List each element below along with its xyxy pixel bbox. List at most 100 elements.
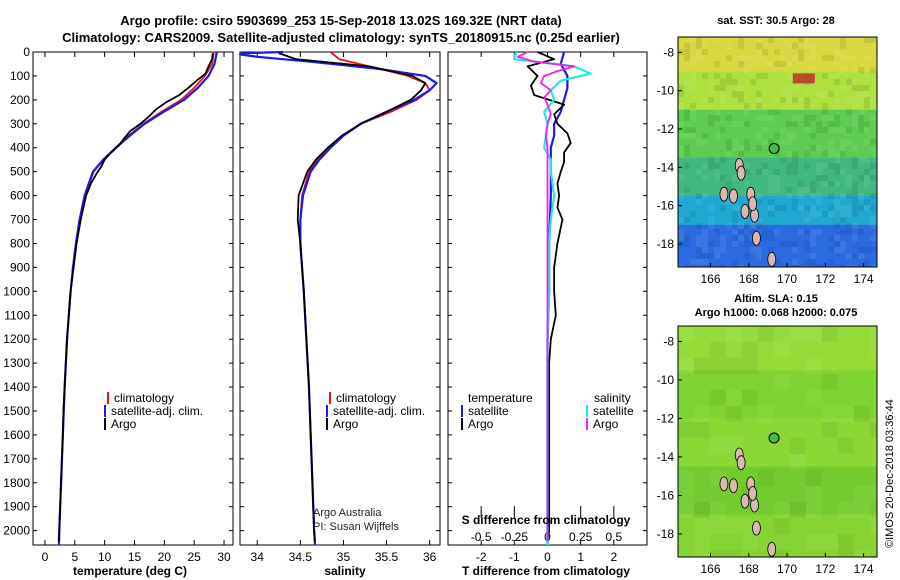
- field-cell: [744, 253, 750, 259]
- field-cell: [756, 133, 762, 139]
- credit-line-2: PI: Susan Wijffels: [313, 521, 399, 533]
- field-cell: [756, 115, 762, 121]
- field-cell: [864, 259, 870, 265]
- argo-float-position: [768, 432, 780, 444]
- depth-tick-label: 500: [10, 165, 30, 179]
- field-cell: [744, 55, 750, 61]
- title-line-2: Climatology: CARS2009. Satellite-adjuste…: [62, 30, 620, 45]
- x-tick-label: 35.5: [375, 550, 399, 564]
- field-cell: [702, 241, 708, 247]
- field-cell: [816, 193, 822, 199]
- depth-tick-label: 200: [10, 93, 30, 107]
- sla-field: [678, 326, 877, 557]
- field-cell: [804, 241, 810, 247]
- t-difference-x-label: T difference from climatology: [462, 564, 630, 578]
- field-cell: [756, 217, 762, 223]
- field-cell: [798, 49, 804, 55]
- field-cell: [798, 115, 804, 121]
- field-cell: [828, 205, 834, 211]
- field-cell: [804, 37, 810, 43]
- field-cell: [690, 37, 696, 43]
- field-cell: [828, 55, 834, 61]
- field-cell: [810, 229, 816, 235]
- field-cell: [834, 169, 840, 175]
- legend-swatch-argo: [104, 418, 106, 430]
- field-cell: [834, 103, 840, 109]
- field-cell: [774, 109, 780, 115]
- x-tick-label: 20: [158, 550, 172, 564]
- field-cell: [852, 235, 858, 241]
- field-band: [678, 196, 877, 226]
- map-lat-label: -10: [657, 84, 675, 98]
- field-cell: [768, 187, 774, 193]
- x-tick-label: 35: [337, 550, 351, 564]
- legend-label-climatology: climatology: [336, 391, 396, 405]
- field-cell: [834, 181, 840, 187]
- island: [740, 204, 750, 219]
- field-cell: [858, 91, 864, 97]
- field-cell: [804, 217, 810, 223]
- island: [719, 186, 729, 202]
- field-cell: [774, 502, 790, 518]
- field-cell: [690, 211, 696, 217]
- salinity-plot-frame: [239, 51, 441, 546]
- field-cell: [864, 205, 870, 211]
- field-cell: [786, 193, 792, 199]
- legend-label-climatology: climatology: [114, 391, 174, 405]
- field-cell: [786, 139, 792, 145]
- field-cell: [702, 235, 708, 241]
- map-lon-label: 172: [815, 562, 835, 576]
- field-cell: [858, 127, 864, 133]
- legend-label-t-argo: Argo: [468, 417, 494, 431]
- field-cell: [834, 49, 840, 55]
- field-cell: [774, 259, 780, 265]
- legend-swatch-satellite: [326, 405, 328, 417]
- field-cell: [678, 175, 684, 181]
- field-cell: [710, 438, 726, 454]
- argo-float-position: [768, 143, 780, 155]
- field-cell: [852, 103, 858, 109]
- field-cell: [798, 229, 804, 235]
- salinity-x-axis: 34 34.5 35 35.5 36: [251, 52, 437, 564]
- field-cell: [822, 55, 828, 61]
- legend-swatch-s-argo: [586, 418, 588, 430]
- field-cell: [726, 390, 742, 406]
- field-cell: [816, 169, 822, 175]
- field-cell: [792, 247, 798, 253]
- x-tick-label: 15: [128, 550, 142, 564]
- field-cell: [710, 390, 726, 406]
- legend-label-argo: Argo: [333, 417, 359, 431]
- field-cell: [828, 73, 834, 79]
- depth-tick-label: 1000: [3, 284, 30, 298]
- field-cell: [822, 127, 828, 133]
- difference-legend: temperature salinity satellite Argo sate…: [461, 391, 634, 431]
- field-cell: [870, 37, 876, 43]
- temperature-panel: 0100200300400500600700800900100011001200…: [3, 45, 234, 578]
- field-cell: [708, 97, 714, 103]
- field-cell: [840, 229, 846, 235]
- field-cell: [756, 49, 762, 55]
- field-cell: [694, 534, 710, 550]
- depth-tick-label: 300: [10, 117, 30, 131]
- field-cell: [854, 486, 870, 502]
- field-cell: [758, 326, 774, 342]
- x-tick-label: 34.5: [289, 550, 313, 564]
- field-cell: [840, 139, 846, 145]
- field-cell: [798, 55, 804, 61]
- field-cell: [804, 121, 810, 127]
- field-cell: [822, 422, 838, 438]
- field-cell: [792, 199, 798, 205]
- field-cell: [756, 91, 762, 97]
- field-cell: [768, 139, 774, 145]
- field-cell: [858, 193, 864, 199]
- field-cell: [870, 326, 877, 342]
- field-cell: [732, 121, 738, 127]
- field-cell: [750, 241, 756, 247]
- field-cell: [810, 259, 816, 265]
- field-cell: [732, 241, 738, 247]
- field-cell: [690, 79, 696, 85]
- field-cell: [768, 37, 774, 43]
- field-cell: [696, 247, 702, 253]
- field-cell: [690, 109, 696, 115]
